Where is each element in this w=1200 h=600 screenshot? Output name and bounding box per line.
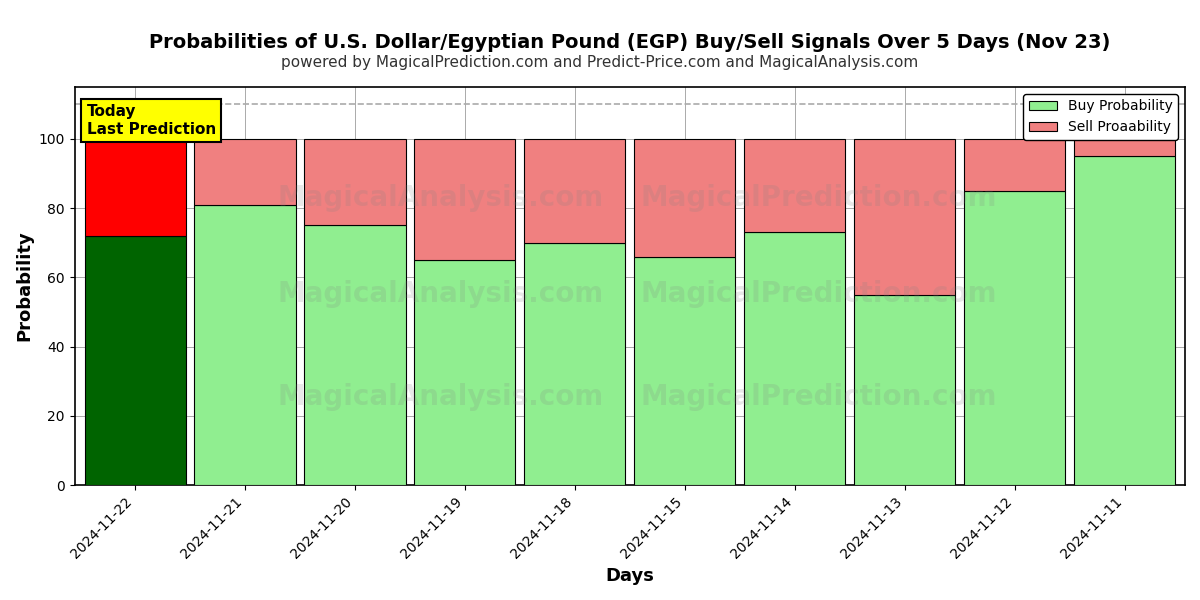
Text: Today
Last Prediction: Today Last Prediction [86,104,216,137]
Bar [305,139,406,226]
X-axis label: Days: Days [605,567,654,585]
Bar [635,257,736,485]
Bar [524,243,625,485]
Text: MagicalPrediction.com: MagicalPrediction.com [641,280,997,308]
Text: MagicalAnalysis.com: MagicalAnalysis.com [278,383,604,412]
Bar [744,232,845,485]
Text: MagicalPrediction.com: MagicalPrediction.com [641,383,997,412]
Bar [194,205,295,485]
Y-axis label: Probability: Probability [16,230,34,341]
Bar [1074,156,1175,485]
Text: MagicalPrediction.com: MagicalPrediction.com [641,184,997,212]
Bar [964,191,1066,485]
Title: Probabilities of U.S. Dollar/Egyptian Pound (EGP) Buy/Sell Signals Over 5 Days (: Probabilities of U.S. Dollar/Egyptian Po… [149,33,1110,52]
Bar [1074,139,1175,156]
Bar [414,260,516,485]
Bar [854,139,955,295]
Bar [635,139,736,257]
Legend: Buy Probability, Sell Proaability: Buy Probability, Sell Proaability [1024,94,1178,140]
Bar [744,139,845,232]
Bar [194,139,295,205]
Bar [524,139,625,243]
Text: MagicalAnalysis.com: MagicalAnalysis.com [278,280,604,308]
Bar [84,236,186,485]
Bar [854,295,955,485]
Bar [414,139,516,260]
Text: MagicalAnalysis.com: MagicalAnalysis.com [278,184,604,212]
Bar [84,139,186,236]
Text: powered by MagicalPrediction.com and Predict-Price.com and MagicalAnalysis.com: powered by MagicalPrediction.com and Pre… [281,55,919,70]
Bar [964,139,1066,191]
Bar [305,226,406,485]
